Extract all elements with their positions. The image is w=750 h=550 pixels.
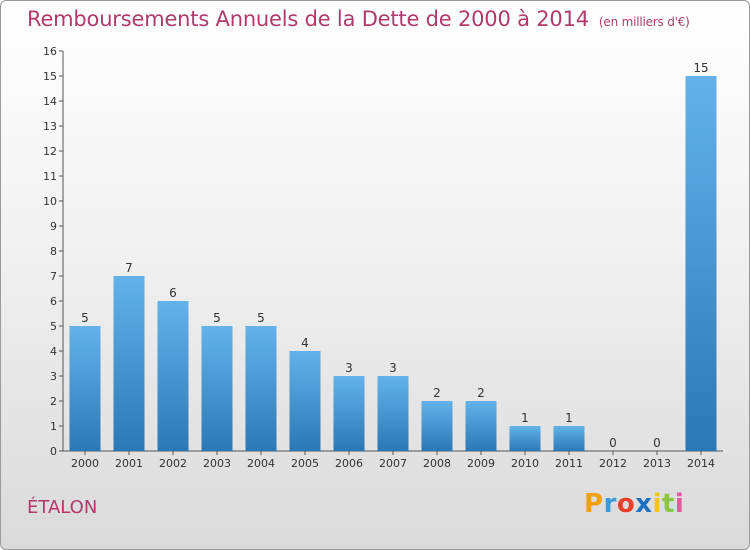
bar (685, 76, 717, 451)
x-tick-label: 2002 (159, 457, 187, 470)
y-tick-label: 15 (43, 70, 57, 83)
x-tick-label: 2009 (467, 457, 495, 470)
bar-value-label: 3 (389, 361, 397, 375)
logo-letter: o (616, 489, 636, 519)
bar (421, 401, 453, 451)
bar-value-label: 2 (477, 386, 485, 400)
x-tick-label: 2001 (115, 457, 143, 470)
x-tick-label: 2012 (599, 457, 627, 470)
bar (245, 326, 277, 451)
chart-title-text: Remboursements Annuels de la Dette de 20… (27, 7, 589, 31)
bar-value-label: 2 (433, 386, 441, 400)
x-tick-label: 2014 (687, 457, 715, 470)
bar-value-label: 5 (81, 311, 89, 325)
commune-name: ÉTALON (27, 497, 98, 518)
bar (113, 276, 145, 451)
y-tick-label: 10 (43, 195, 57, 208)
y-tick-label: 1 (50, 420, 57, 433)
bar (289, 351, 321, 451)
bar-value-label: 5 (213, 311, 221, 325)
y-tick-label: 4 (50, 345, 57, 358)
logo-letter: i (652, 489, 662, 519)
y-tick-label: 8 (50, 245, 57, 258)
bar (69, 326, 101, 451)
y-tick-label: 2 (50, 395, 57, 408)
y-tick-label: 9 (50, 220, 57, 233)
y-tick-label: 3 (50, 370, 57, 383)
y-tick-label: 12 (43, 145, 57, 158)
x-tick-label: 2013 (643, 457, 671, 470)
bar-value-label: 0 (609, 436, 617, 450)
x-tick-label: 2000 (71, 457, 99, 470)
bar (465, 401, 497, 451)
bar (333, 376, 365, 451)
x-tick-label: 2011 (555, 457, 583, 470)
logo-letter: x (635, 489, 653, 519)
bar-value-label: 3 (345, 361, 353, 375)
x-tick-label: 2010 (511, 457, 539, 470)
bar-value-label: 1 (565, 411, 573, 425)
bar-value-label: 5 (257, 311, 265, 325)
x-tick-label: 2008 (423, 457, 451, 470)
chart-unit: (en milliers d'€) (598, 15, 690, 29)
logo-letter: t (661, 489, 675, 519)
logo-letter: r (603, 489, 617, 519)
bar-value-label: 0 (653, 436, 661, 450)
logo-letter: i (674, 489, 685, 519)
y-tick-label: 16 (43, 45, 57, 58)
y-tick-label: 5 (50, 320, 57, 333)
bar (201, 326, 233, 451)
bar-value-label: 15 (693, 61, 708, 75)
y-tick-label: 0 (50, 445, 57, 458)
bar (377, 376, 409, 451)
x-tick-label: 2006 (335, 457, 363, 470)
y-tick-label: 6 (50, 295, 57, 308)
bar-value-label: 4 (301, 336, 309, 350)
bar-value-label: 7 (125, 261, 133, 275)
x-tick-label: 2003 (203, 457, 231, 470)
y-tick-label: 14 (43, 95, 57, 108)
bar-value-label: 1 (521, 411, 529, 425)
bar (553, 426, 585, 451)
logo-letter: P (584, 489, 604, 519)
bar-value-label: 6 (169, 286, 177, 300)
bar (509, 426, 541, 451)
x-tick-label: 2004 (247, 457, 275, 470)
chart-title: Remboursements Annuels de la Dette de 20… (27, 7, 690, 31)
proxiti-logo: Proxiti (584, 489, 684, 519)
bar (157, 301, 189, 451)
y-tick-label: 11 (43, 170, 57, 183)
x-tick-label: 2005 (291, 457, 319, 470)
x-tick-label: 2007 (379, 457, 407, 470)
y-tick-label: 7 (50, 270, 57, 283)
y-tick-label: 13 (43, 120, 57, 133)
